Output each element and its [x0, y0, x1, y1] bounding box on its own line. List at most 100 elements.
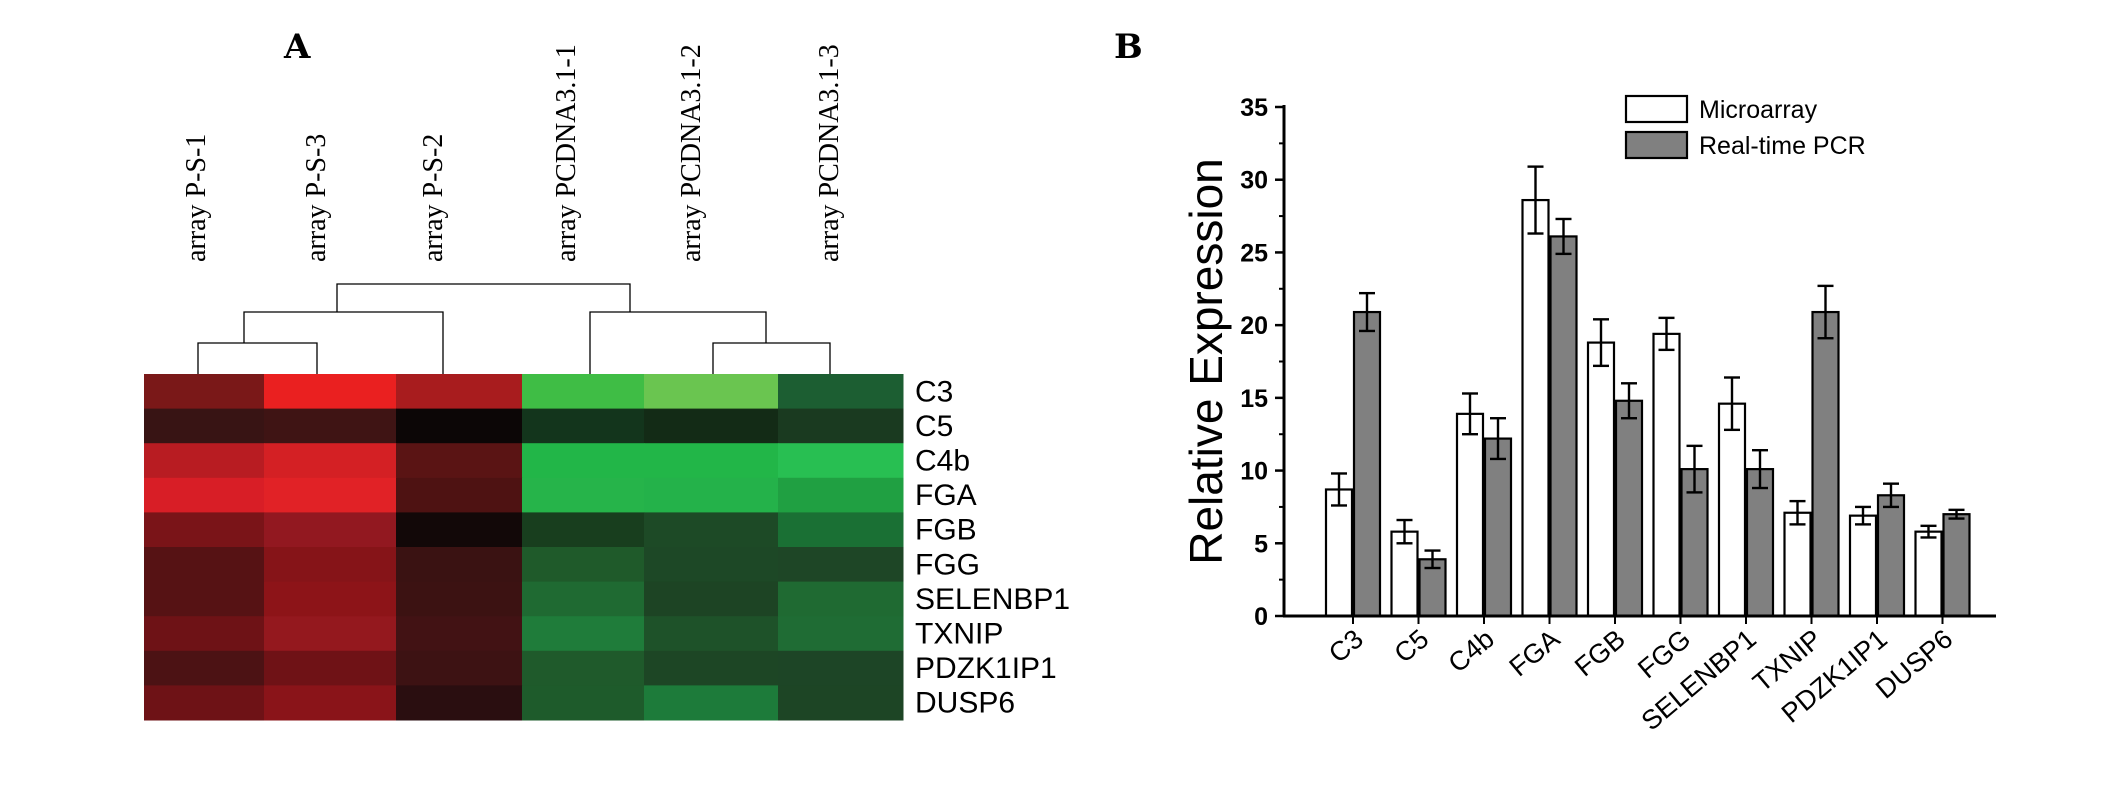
heatmap-row-label: C5	[915, 410, 953, 443]
bar	[1914, 530, 1943, 618]
heatmap-column-label: array P-S-1	[181, 134, 212, 262]
heatmap-cell	[778, 443, 904, 479]
heatmap-cell	[144, 512, 265, 548]
heatmap-cell	[264, 616, 397, 652]
heatmap-cell	[522, 512, 645, 548]
error-bar	[1920, 524, 1937, 539]
heatmap-cell	[144, 685, 265, 721]
error-bar	[1621, 382, 1637, 420]
heatmap-cell	[778, 408, 904, 444]
bar	[1390, 530, 1419, 618]
heatmap-column-label: array PCDNA3.1-2	[676, 44, 707, 262]
heatmap-cell	[522, 685, 645, 721]
heatmap-cell	[778, 477, 904, 513]
x-tick-label: FGB	[1569, 624, 1631, 683]
y-tick-label: 25	[1240, 239, 1268, 267]
heatmap-row-label: DUSP6	[915, 687, 1015, 720]
heatmap-cell	[144, 374, 265, 410]
heatmap-cell	[522, 408, 645, 444]
heatmap-cell	[644, 512, 779, 548]
heatmap-column-labels: array P-S-1 array P-S-3 array P-S-2 array P…	[181, 44, 845, 262]
dendrogram-branch	[197, 342, 318, 378]
heatmap-column-label: array P-S-2	[418, 134, 449, 262]
heatmap-cell	[144, 477, 265, 513]
y-tick-label: 10	[1240, 458, 1268, 486]
heatmap-row-label: TXNIP	[915, 618, 1003, 651]
legend: Microarray Real-time PCR	[1624, 94, 1866, 160]
y-tick-label: 0	[1254, 603, 1268, 631]
legend-label: Microarray	[1699, 96, 1818, 124]
bar	[1876, 494, 1906, 618]
y-tick-label: 30	[1240, 167, 1268, 195]
heatmap-column-label: array P-S-3	[301, 134, 332, 262]
dendrogram-branch	[336, 283, 631, 312]
heatmap-row-label: C4b	[915, 445, 970, 478]
bar	[1586, 341, 1616, 618]
error-bar	[1490, 417, 1506, 461]
heatmap-cell	[264, 650, 397, 686]
heatmap-cell	[396, 443, 523, 479]
heatmap-cell	[522, 477, 645, 513]
heatmap-cell	[144, 616, 265, 652]
heatmap-cell	[144, 650, 265, 686]
bar	[1455, 412, 1485, 618]
heatmap-column-label: array PCDNA3.1-1	[551, 44, 582, 262]
dendrogram-branch	[243, 311, 444, 378]
heatmap-cell	[264, 374, 397, 410]
error-bar	[1555, 217, 1572, 256]
heatmap-cell	[264, 477, 397, 513]
error-bar	[1817, 284, 1834, 340]
panel-b-label: B	[1114, 27, 1143, 67]
heatmap-cell	[644, 443, 779, 479]
y-tick-label: 20	[1240, 312, 1268, 340]
heatmap-cell	[644, 547, 779, 583]
heatmap-cell	[644, 650, 779, 686]
heatmap-cell	[522, 581, 645, 617]
heatmap-cell	[522, 616, 645, 652]
bar	[1549, 235, 1578, 618]
bar	[1942, 513, 1971, 618]
bar	[1652, 332, 1681, 618]
heatmap-cell	[396, 374, 523, 410]
bar	[1848, 514, 1878, 618]
bar	[1483, 437, 1513, 618]
heatmap-cell	[144, 547, 265, 583]
y-tick-label: 15	[1240, 385, 1268, 413]
heatmap-cell	[644, 685, 779, 721]
error-bar	[1789, 499, 1806, 526]
dendrogram	[197, 283, 831, 378]
error-bar	[1527, 165, 1544, 235]
heatmap-cell	[644, 374, 779, 410]
heatmap-row-label: SELENBP1	[915, 583, 1070, 616]
error-bar	[1948, 508, 1965, 520]
error-bar	[1855, 505, 1871, 526]
heatmap-cell	[396, 650, 523, 686]
bar	[1745, 468, 1775, 618]
heatmap-cell	[522, 547, 645, 583]
error-bar	[1359, 291, 1375, 333]
heatmap-row-label: FGG	[915, 548, 980, 581]
heatmap-cell	[264, 408, 397, 444]
panel-a-label: A	[283, 27, 311, 67]
error-bar	[1883, 482, 1899, 509]
heatmap-cell	[264, 581, 397, 617]
heatmap-cell	[644, 408, 779, 444]
x-tick-label: FGA	[1504, 624, 1566, 683]
bar	[1324, 488, 1354, 618]
heatmap-cell	[778, 512, 904, 548]
heatmap-cell	[144, 408, 265, 444]
x-tick-label: C3	[1323, 624, 1369, 669]
heatmap-cell	[778, 581, 904, 617]
error-bar	[1724, 376, 1740, 432]
heatmap-cell	[264, 443, 397, 479]
heatmap-cell	[778, 685, 904, 721]
heatmap-cell	[778, 374, 904, 410]
bar	[1717, 402, 1747, 618]
legend-swatch	[1624, 130, 1689, 160]
bar	[1352, 310, 1382, 618]
x-tick-label: C5	[1389, 624, 1435, 669]
heatmap-cell	[396, 616, 523, 652]
heatmap-cell	[396, 408, 523, 444]
